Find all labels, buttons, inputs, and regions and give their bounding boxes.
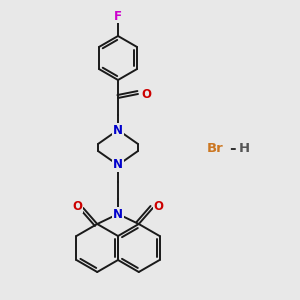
- Text: O: O: [141, 88, 151, 100]
- Text: -: -: [229, 140, 235, 155]
- Text: H: H: [238, 142, 250, 154]
- Text: O: O: [154, 200, 164, 212]
- Text: O: O: [72, 200, 82, 212]
- Text: N: N: [113, 208, 123, 220]
- Text: N: N: [113, 158, 123, 172]
- Text: Br: Br: [207, 142, 224, 154]
- Text: N: N: [113, 124, 123, 136]
- Text: F: F: [114, 10, 122, 22]
